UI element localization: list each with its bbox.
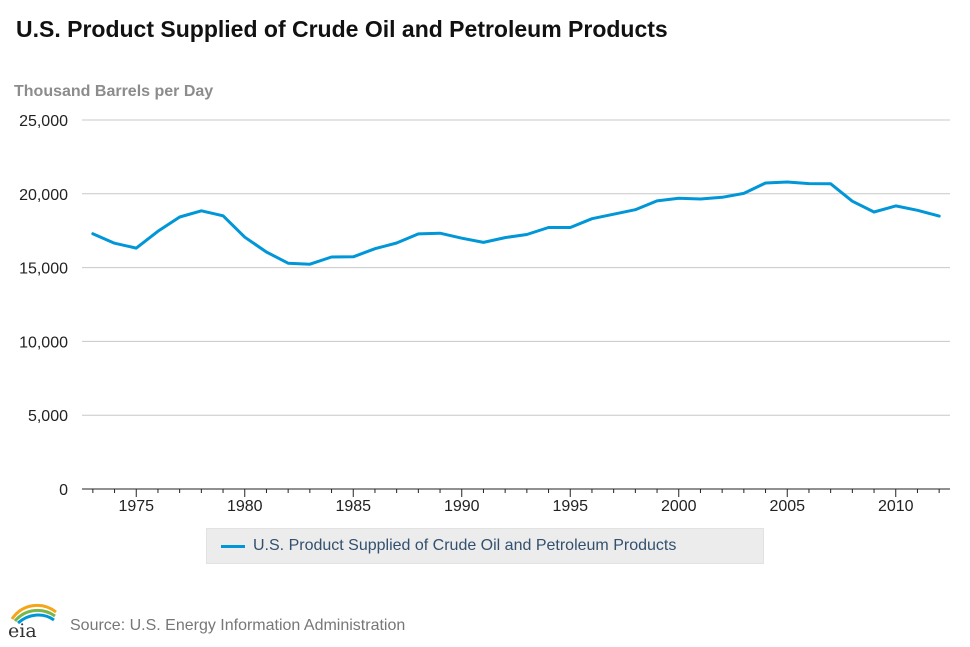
x-axis xyxy=(82,488,950,497)
data-point[interactable] xyxy=(829,182,832,185)
data-point[interactable] xyxy=(677,197,680,200)
data-point[interactable] xyxy=(200,209,203,212)
y-tick-label: 15,000 xyxy=(19,261,68,278)
data-point[interactable] xyxy=(352,255,355,258)
data-point[interactable] xyxy=(417,232,420,235)
y-tick-label: 20,000 xyxy=(19,187,68,204)
x-tick-label: 2010 xyxy=(878,498,914,515)
data-point[interactable] xyxy=(916,209,919,212)
data-point[interactable] xyxy=(894,204,897,207)
x-tick-label: 1995 xyxy=(552,498,588,515)
data-point[interactable] xyxy=(590,217,593,220)
eia-logo-icon: eia xyxy=(8,603,57,640)
y-tick-label: 10,000 xyxy=(19,334,68,351)
y-tick-label: 0 xyxy=(59,482,68,499)
data-point[interactable] xyxy=(721,196,724,199)
x-tick-label: 1990 xyxy=(444,498,480,515)
y-tick-label: 25,000 xyxy=(19,113,68,130)
data-point[interactable] xyxy=(395,241,398,244)
data-point[interactable] xyxy=(439,232,442,235)
data-point[interactable] xyxy=(308,263,311,266)
series-line[interactable] xyxy=(91,180,941,266)
gridlines xyxy=(82,119,950,416)
data-point[interactable] xyxy=(656,199,659,202)
line-chart: Thousand Barrels per Day 0 5,000 10,000 15,… xyxy=(14,83,950,515)
data-point[interactable] xyxy=(243,236,246,239)
y-axis-ticks: 0 5,000 10,000 15,000 20,000 25,000 xyxy=(19,113,68,499)
data-point[interactable] xyxy=(807,182,810,185)
data-point[interactable] xyxy=(742,192,745,195)
y-axis-label: Thousand Barrels per Day xyxy=(14,83,213,100)
data-point[interactable] xyxy=(135,247,138,250)
x-tick-label: 2000 xyxy=(661,498,697,515)
x-tick-label: 1980 xyxy=(227,498,263,515)
data-point[interactable] xyxy=(156,230,159,233)
data-point[interactable] xyxy=(786,180,789,183)
data-point[interactable] xyxy=(113,242,116,245)
data-point[interactable] xyxy=(938,215,941,218)
data-point[interactable] xyxy=(91,232,94,235)
data-point[interactable] xyxy=(634,208,637,211)
x-tick-label: 1985 xyxy=(335,498,371,515)
x-tick-label: 1975 xyxy=(118,498,154,515)
x-tick-label: 2005 xyxy=(769,498,805,515)
legend-label: U.S. Product Supplied of Crude Oil and P… xyxy=(253,537,677,554)
data-point[interactable] xyxy=(287,262,290,265)
data-point[interactable] xyxy=(482,241,485,244)
data-point[interactable] xyxy=(699,197,702,200)
x-axis-ticks: 1975 1980 1985 1990 1995 2000 2005 2010 xyxy=(118,498,913,515)
data-point[interactable] xyxy=(851,200,854,203)
chart-title: U.S. Product Supplied of Crude Oil and P… xyxy=(16,16,668,42)
data-point[interactable] xyxy=(569,226,572,229)
data-point[interactable] xyxy=(525,233,528,236)
data-point[interactable] xyxy=(612,213,615,216)
data-point[interactable] xyxy=(222,214,225,217)
data-point[interactable] xyxy=(873,210,876,213)
data-point[interactable] xyxy=(547,226,550,229)
data-point[interactable] xyxy=(764,182,767,185)
source-note: Source: U.S. Energy Information Administ… xyxy=(70,617,406,634)
legend-line-swatch xyxy=(221,544,245,548)
data-point[interactable] xyxy=(178,215,181,218)
data-point[interactable] xyxy=(330,255,333,258)
legend[interactable]: U.S. Product Supplied of Crude Oil and P… xyxy=(206,528,764,564)
data-point[interactable] xyxy=(460,237,463,240)
series-group xyxy=(91,180,941,266)
svg-text:eia: eia xyxy=(8,620,37,640)
data-point[interactable] xyxy=(504,236,507,239)
y-tick-label: 5,000 xyxy=(28,408,68,425)
data-point[interactable] xyxy=(373,247,376,250)
data-point[interactable] xyxy=(265,250,268,253)
